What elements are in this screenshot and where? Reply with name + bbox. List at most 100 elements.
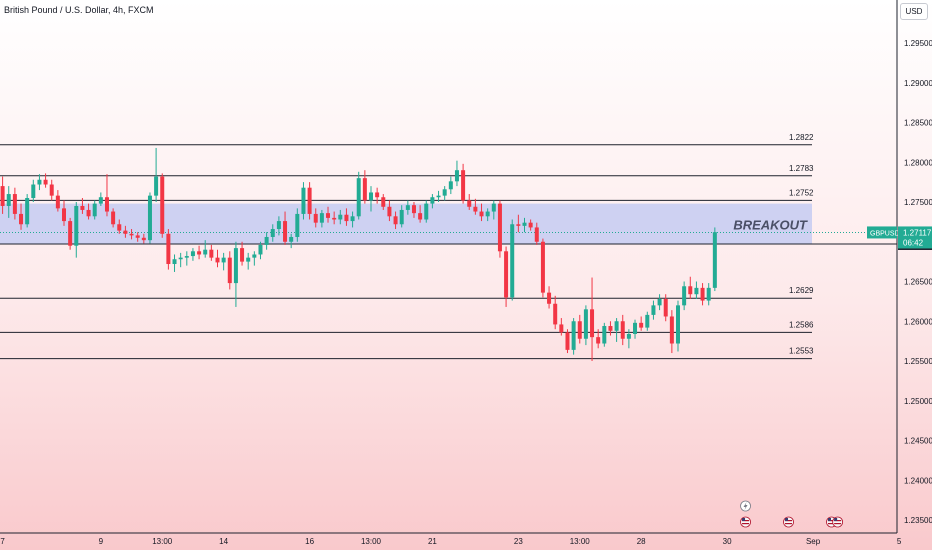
- candle-body: [436, 195, 441, 198]
- candle-body: [608, 326, 613, 331]
- candle-body: [246, 257, 251, 262]
- breakout-zone: [0, 203, 812, 245]
- candle-body: [399, 209, 404, 225]
- candle-body: [688, 286, 693, 295]
- candle-body: [706, 287, 711, 301]
- y-tick-label: 1.28000: [904, 158, 932, 167]
- candle-body: [528, 222, 533, 228]
- last-price-value: 1.27117: [903, 228, 932, 237]
- flag-stripe: [834, 523, 842, 525]
- candle-body: [43, 179, 48, 185]
- candle-body: [571, 321, 576, 350]
- candle-body: [111, 211, 116, 225]
- candle-body: [31, 184, 36, 199]
- x-tick-label: Sep: [806, 537, 821, 546]
- candle-body: [534, 227, 539, 242]
- y-tick-label: 1.23500: [904, 516, 932, 525]
- candle-body: [620, 321, 625, 339]
- candle-body: [387, 206, 392, 217]
- candle-body: [448, 181, 453, 190]
- candle-body: [160, 176, 165, 234]
- candle-body: [12, 194, 17, 214]
- candle-body: [461, 170, 466, 201]
- candle-body: [663, 298, 668, 317]
- y-tick-label: 1.29000: [904, 79, 932, 88]
- y-tick-label: 1.24500: [904, 437, 932, 446]
- candle-body: [497, 203, 502, 252]
- candle-body: [424, 203, 429, 220]
- x-tick-label: 9: [99, 537, 104, 546]
- candle-body: [184, 256, 189, 258]
- candle-body: [0, 186, 5, 206]
- candle-body: [55, 195, 60, 209]
- candle-body: [197, 251, 202, 255]
- symbol-label: GBPUSD: [870, 230, 900, 237]
- candle-body: [510, 224, 515, 298]
- candle-body: [559, 324, 564, 333]
- candle-body: [467, 200, 472, 207]
- y-tick-label: 1.25500: [904, 357, 932, 366]
- flag-stripe: [828, 520, 835, 522]
- candle-body: [301, 187, 306, 214]
- candle-body: [104, 197, 109, 212]
- candle-body: [289, 236, 294, 242]
- candle-body: [669, 316, 674, 344]
- candle-body: [583, 309, 588, 339]
- flag-stripe: [742, 523, 750, 525]
- candle-body: [19, 213, 24, 225]
- candle-body: [504, 251, 509, 298]
- y-tick-label: 1.27500: [904, 198, 932, 207]
- candle-body: [313, 213, 318, 223]
- candle-body: [393, 216, 398, 225]
- candle-body: [86, 209, 91, 217]
- x-tick-label: 13:00: [570, 537, 591, 546]
- candle-body: [68, 221, 73, 246]
- flag-stripe: [828, 523, 835, 525]
- candle-body: [117, 224, 122, 231]
- candle-body: [154, 176, 159, 196]
- candle-body: [381, 197, 386, 207]
- candle-body: [651, 305, 656, 315]
- x-tick-label: 14: [219, 537, 228, 546]
- candle-body: [626, 333, 631, 339]
- candle-body: [319, 213, 324, 223]
- flag-canton: [742, 518, 746, 521]
- currency-button[interactable]: USD: [900, 3, 928, 20]
- candle-body: [602, 326, 607, 344]
- candle-body: [264, 236, 269, 245]
- level-label: 1.2822: [789, 133, 814, 142]
- candle-body: [700, 287, 705, 301]
- candle-body: [74, 205, 79, 246]
- candle-body: [172, 259, 177, 265]
- x-tick-label: 28: [637, 537, 646, 546]
- y-tick-label: 1.29500: [904, 39, 932, 48]
- candle-body: [454, 170, 459, 182]
- candle-body: [485, 211, 490, 217]
- candle-body: [633, 322, 638, 334]
- candle-body: [98, 197, 103, 204]
- candle-body: [147, 195, 152, 241]
- candle-body: [596, 337, 601, 344]
- candle-body: [362, 178, 367, 201]
- candle-body: [203, 249, 208, 255]
- candle-body: [356, 178, 361, 217]
- candle-body: [209, 249, 214, 258]
- level-label: 1.2629: [789, 286, 814, 295]
- x-tick-label: 5: [897, 537, 902, 546]
- y-tick-label: 1.26500: [904, 278, 932, 287]
- candle-body: [369, 192, 373, 201]
- candle-body: [326, 213, 331, 218]
- candle-body: [479, 211, 484, 217]
- candle-body: [657, 298, 662, 306]
- candle-body: [37, 179, 42, 185]
- candle-body: [233, 248, 238, 284]
- candle-body: [80, 205, 85, 210]
- candle-body: [553, 303, 558, 325]
- candle-body: [639, 322, 644, 328]
- candle-body: [676, 305, 680, 344]
- x-tick-label: 30: [723, 537, 732, 546]
- bolt-glyph: [743, 502, 748, 510]
- candle-body: [411, 205, 416, 214]
- level-label: 1.2553: [789, 347, 814, 356]
